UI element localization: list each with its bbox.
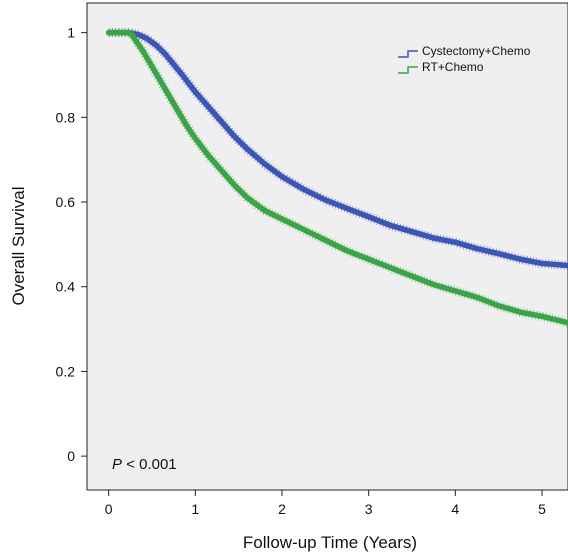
y-axis-ticks: 0 0.2 0.4 0.6 0.8 1	[56, 25, 87, 464]
x-tick-label: 1	[191, 501, 199, 517]
x-axis-ticks: 0 1 2 3 4 5	[105, 490, 546, 517]
legend-swatch-cystectomy-chemo	[398, 50, 418, 58]
legend-swatch-rt-chemo	[398, 66, 418, 74]
censor-marks-rt-chemo	[108, 28, 568, 328]
x-tick-label: 4	[451, 501, 459, 517]
x-tick-label: 0	[105, 501, 113, 517]
x-tick-label: 3	[365, 501, 373, 517]
y-tick-label: 0.2	[56, 363, 76, 379]
legend-label-rt-chemo: RT+Chemo	[422, 60, 484, 74]
x-axis-label: Follow-up Time (Years)	[243, 533, 417, 552]
x-tick-label: 5	[538, 501, 546, 517]
series-layer	[105, 28, 568, 328]
x-tick-label: 2	[278, 501, 286, 517]
y-axis-label: Overall Survival	[9, 186, 28, 305]
y-tick-label: 0.4	[56, 279, 76, 295]
plot-area	[86, 2, 568, 491]
y-tick-label: 0.6	[56, 194, 76, 210]
legend: Cystectomy+Chemo RT+Chemo	[398, 44, 531, 74]
p-value-annotation: P < 0.001	[112, 456, 177, 473]
series-line-cystectomy-chemo	[105, 29, 568, 269]
legend-label-cystectomy-chemo: Cystectomy+Chemo	[422, 44, 531, 58]
y-tick-label: 0	[67, 448, 75, 464]
y-tick-label: 1	[67, 25, 75, 41]
y-tick-label: 0.8	[56, 109, 76, 125]
